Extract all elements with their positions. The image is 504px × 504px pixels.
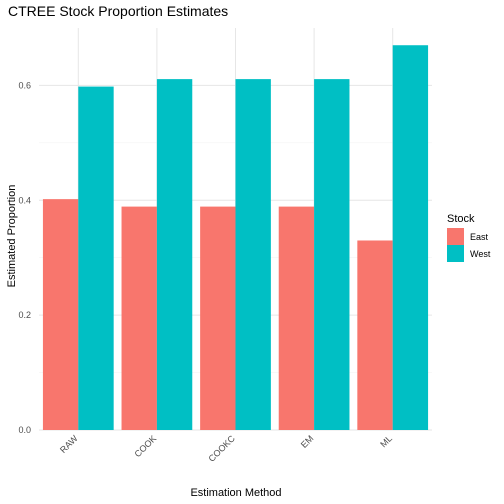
bar-east-cookc bbox=[200, 206, 236, 430]
legend: Stock East West bbox=[447, 213, 491, 262]
bar-west-em bbox=[314, 79, 350, 431]
legend-key-east bbox=[447, 228, 464, 245]
legend-label-west: West bbox=[470, 249, 491, 259]
y-tick-label: 0.0 bbox=[18, 425, 31, 435]
bar-east-raw bbox=[42, 199, 79, 430]
bar-east-cook bbox=[121, 206, 157, 430]
y-tick-label: 0.2 bbox=[18, 310, 31, 320]
bar-west-ml bbox=[392, 45, 429, 430]
chart-title: CTREE Stock Proportion Estimates bbox=[8, 3, 228, 19]
bar-west-cook bbox=[156, 79, 193, 431]
y-tick-label: 0.6 bbox=[18, 80, 31, 90]
bar-west-cookc bbox=[235, 79, 271, 431]
y-axis-title: Estimated Proportion bbox=[6, 185, 18, 288]
bar-west-raw bbox=[78, 86, 114, 430]
legend-key-west bbox=[447, 245, 464, 262]
y-tick-labels: 0.0 0.2 0.4 0.6 bbox=[18, 80, 31, 435]
bar-east-em bbox=[278, 206, 315, 430]
bars-group bbox=[42, 45, 429, 431]
legend-label-east: East bbox=[470, 232, 489, 242]
y-tick-label: 0.4 bbox=[18, 195, 31, 205]
bar-east-ml bbox=[357, 240, 393, 430]
x-axis-title: Estimation Method bbox=[190, 487, 281, 499]
legend-title: Stock bbox=[447, 213, 475, 225]
